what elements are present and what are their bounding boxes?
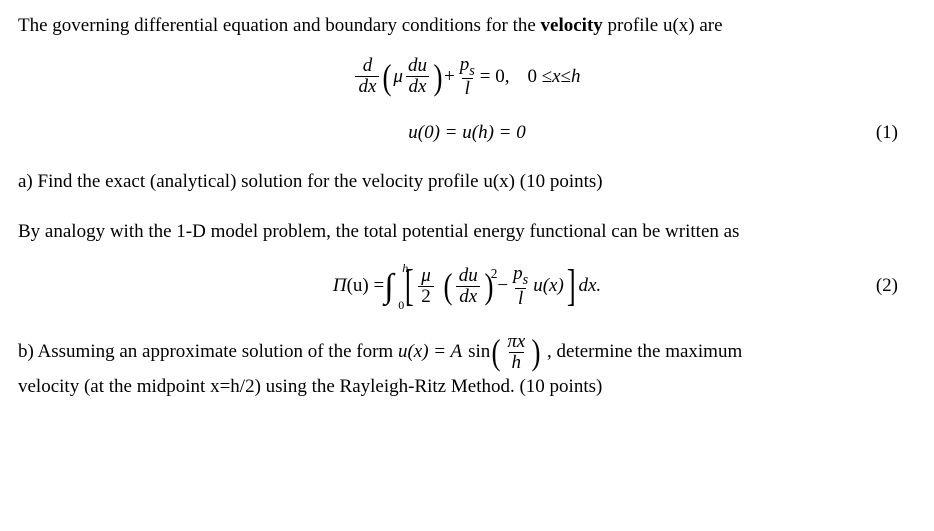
eq2-lhs-arg: (u) =	[347, 272, 385, 301]
eq-label-2: (2)	[876, 272, 898, 301]
eq1-math: d dx ( μ du dx ) + ps l = 0, 0 ≤ x ≤ h	[353, 55, 580, 100]
intro-pre: The governing differential equation and …	[18, 15, 541, 36]
intro-post: profile u(x) are	[603, 15, 723, 36]
eq1-l: l	[465, 78, 470, 99]
partb-sin: sin	[468, 338, 490, 367]
lparen-icon: (	[383, 59, 392, 95]
partb-mid: , determine the maximum	[547, 340, 742, 361]
bc-math: u(0) = u(h) = 0	[408, 119, 525, 148]
bc-text: u(0) = u(h) = 0	[408, 119, 525, 148]
eq2-s: s	[523, 272, 529, 288]
eq2-uofx: u(x)	[533, 272, 564, 301]
integral-icon: ∫ 0 h	[384, 261, 393, 312]
partb-u-eq: u(x) = A	[398, 338, 462, 367]
intro-paragraph: The governing differential equation and …	[18, 12, 916, 41]
eq1-dom-pre: 0 ≤	[527, 63, 552, 92]
eq2-exp: 2	[491, 264, 498, 284]
eq1-d-den: dx	[358, 76, 376, 97]
eq1-dom-h: h	[571, 63, 581, 92]
eq2-l: l	[518, 288, 523, 309]
rparen3-icon: )	[532, 334, 541, 370]
partb-pre: b) Assuming an approximate solution of t…	[18, 340, 398, 361]
eq2-dx: dx	[459, 286, 477, 307]
part-b: b) Assuming an approximate solution of t…	[18, 332, 916, 401]
eq2-dx-suffix: dx.	[578, 272, 601, 301]
rbracket-icon: ]	[567, 264, 576, 308]
eq1-d-num: d	[363, 55, 373, 76]
eq1-dom-x: x	[552, 63, 560, 92]
eq1-dx: dx	[409, 76, 427, 97]
partb-line2: velocity (at the midpoint x=h/2) using t…	[18, 376, 602, 397]
eq1-mu: μ	[393, 63, 403, 92]
eq1-p: p	[460, 54, 470, 75]
eq2-minus: −	[497, 272, 508, 301]
lbracket-icon: [	[404, 264, 413, 308]
eq1-du: du	[408, 55, 427, 76]
intro-bold: velocity	[541, 15, 603, 36]
eq2-Pi: Π	[333, 272, 347, 301]
eq1-eq0: = 0,	[480, 63, 510, 92]
eq2-p: p	[513, 263, 523, 284]
eq2-int-lo: 0	[398, 296, 404, 314]
equation-bc: u(0) = u(h) = 0 (1)	[18, 119, 916, 148]
eq-label-1: (1)	[876, 119, 898, 148]
eq1-dom-mid: ≤	[561, 63, 571, 92]
part-a-text: a) Find the exact (analytical) solution …	[18, 171, 603, 192]
partb-h: h	[512, 352, 522, 373]
eq2-du: du	[459, 265, 478, 286]
eq1-plus: +	[444, 63, 455, 92]
analogy-para: By analogy with the 1-D model problem, t…	[18, 218, 916, 247]
eq1-s: s	[469, 62, 475, 78]
partb-pix: πx	[507, 331, 525, 352]
eq2-two: 2	[421, 286, 431, 307]
eq2-mu: μ	[421, 265, 431, 286]
lparen3-icon: (	[492, 334, 501, 370]
part-a: a) Find the exact (analytical) solution …	[18, 168, 916, 197]
rparen-icon: )	[433, 59, 442, 95]
analogy-text: By analogy with the 1-D model problem, t…	[18, 221, 739, 242]
lparen2-icon: (	[443, 268, 452, 304]
equation-governing: d dx ( μ du dx ) + ps l = 0, 0 ≤ x ≤ h	[18, 55, 916, 100]
eq2-math: Π(u) = ∫ 0 h [ μ 2 ( du dx ) 2 − ps l u(…	[333, 261, 601, 312]
equation-functional: Π(u) = ∫ 0 h [ μ 2 ( du dx ) 2 − ps l u(…	[18, 261, 916, 312]
